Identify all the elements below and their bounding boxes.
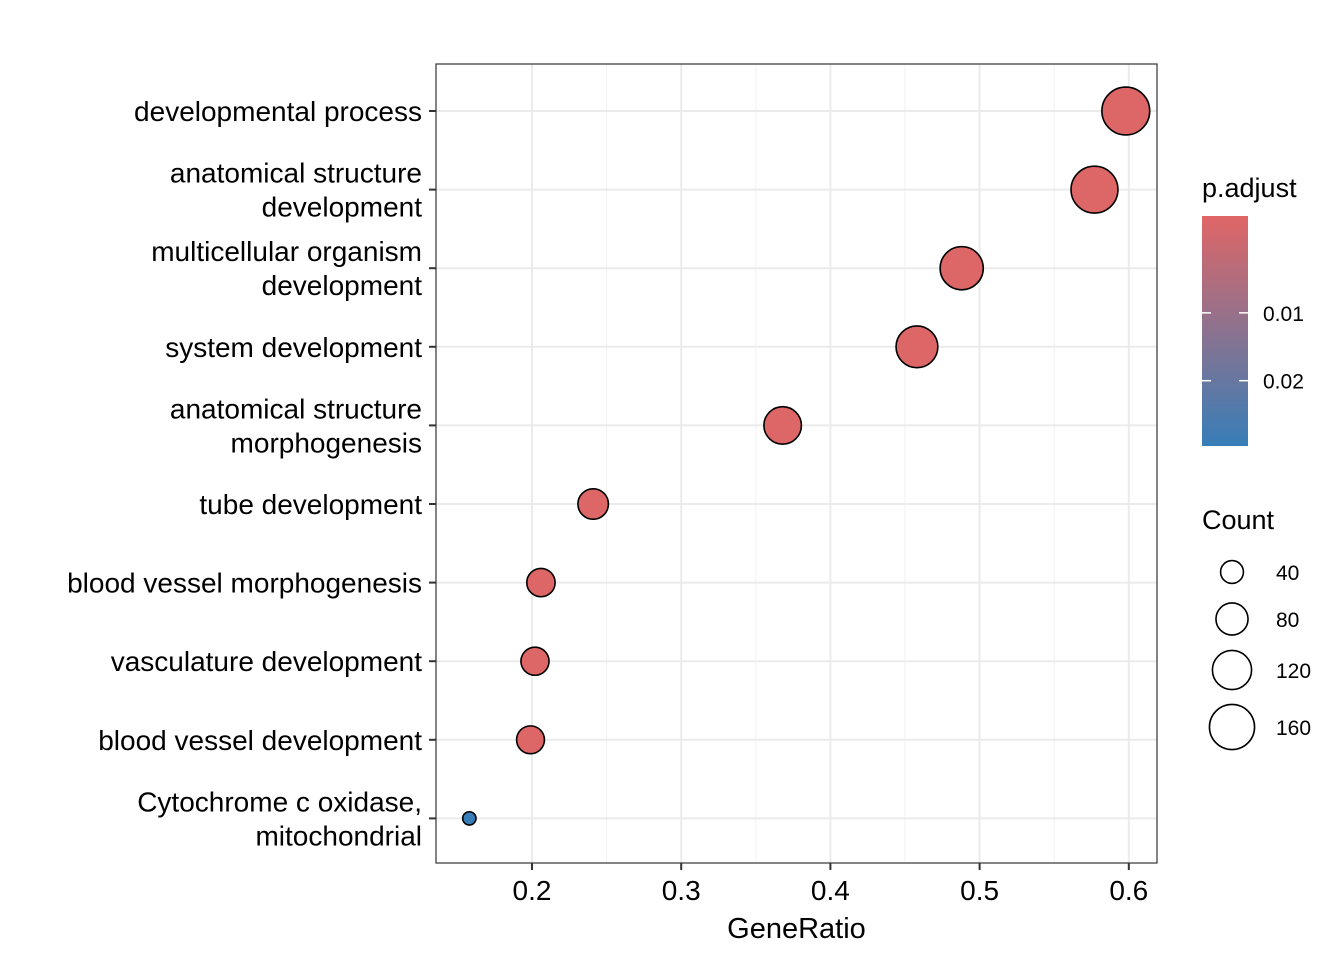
size-legend-label: 160 [1276, 717, 1311, 740]
data-point [1070, 165, 1119, 214]
color-legend-label: 0.01 [1263, 303, 1304, 326]
size-legend-key [1215, 602, 1249, 636]
color-legend-label: 0.02 [1263, 371, 1304, 394]
y-axis: developmental process anatomical structur… [67, 96, 436, 851]
y-tick-label: blood vessel morphogenesis [67, 568, 422, 599]
y-tick-label: system development [165, 332, 422, 363]
data-point [577, 487, 610, 521]
size-legend-label: 120 [1276, 660, 1311, 683]
y-tick-label: vasculature development [111, 646, 423, 677]
y-tick-label: anatomical structure morphogenesis [170, 393, 422, 458]
size-legend-key [1219, 559, 1245, 585]
y-tick-label: blood vessel development [98, 725, 422, 756]
size-legend-title: Count [1202, 505, 1275, 535]
y-tick-label: developmental process [134, 96, 422, 127]
x-tick-label: 0.6 [1109, 875, 1148, 906]
size-legend-key [1211, 649, 1253, 691]
x-tick-label: 0.5 [960, 875, 999, 906]
x-tick-label: 0.4 [811, 875, 850, 906]
x-tick-label: 0.3 [662, 875, 701, 906]
y-tick-label: tube development [199, 489, 422, 520]
data-point [895, 325, 939, 369]
data-point [525, 567, 556, 598]
size-legend-label: 40 [1276, 562, 1299, 585]
data-point [515, 725, 546, 755]
color-legend-title: p.adjust [1202, 173, 1297, 203]
data-point [520, 646, 550, 677]
data-point [763, 405, 803, 445]
y-tick-label: Cytochrome c oxidase, mitochondrial [137, 786, 422, 851]
data-point [1101, 86, 1151, 136]
plot-panel [435, 63, 1158, 864]
size-legend-key [1208, 703, 1256, 751]
color-bar [1202, 216, 1248, 446]
data-point [461, 810, 477, 826]
x-axis: 0.2 0.3 0.4 0.5 0.6 [513, 863, 1148, 906]
data-points [461, 86, 1151, 826]
x-axis-title: GeneRatio [727, 913, 866, 945]
data-point [939, 245, 985, 291]
y-tick-label: anatomical structure development [170, 158, 422, 223]
x-tick-label: 0.2 [513, 875, 552, 906]
y-tick-label: multicellular organism development [151, 236, 422, 301]
size-legend-label: 80 [1276, 609, 1299, 632]
legends: p.adjust 0.01 0.02 Count 40 80 120 160 [1202, 173, 1311, 751]
